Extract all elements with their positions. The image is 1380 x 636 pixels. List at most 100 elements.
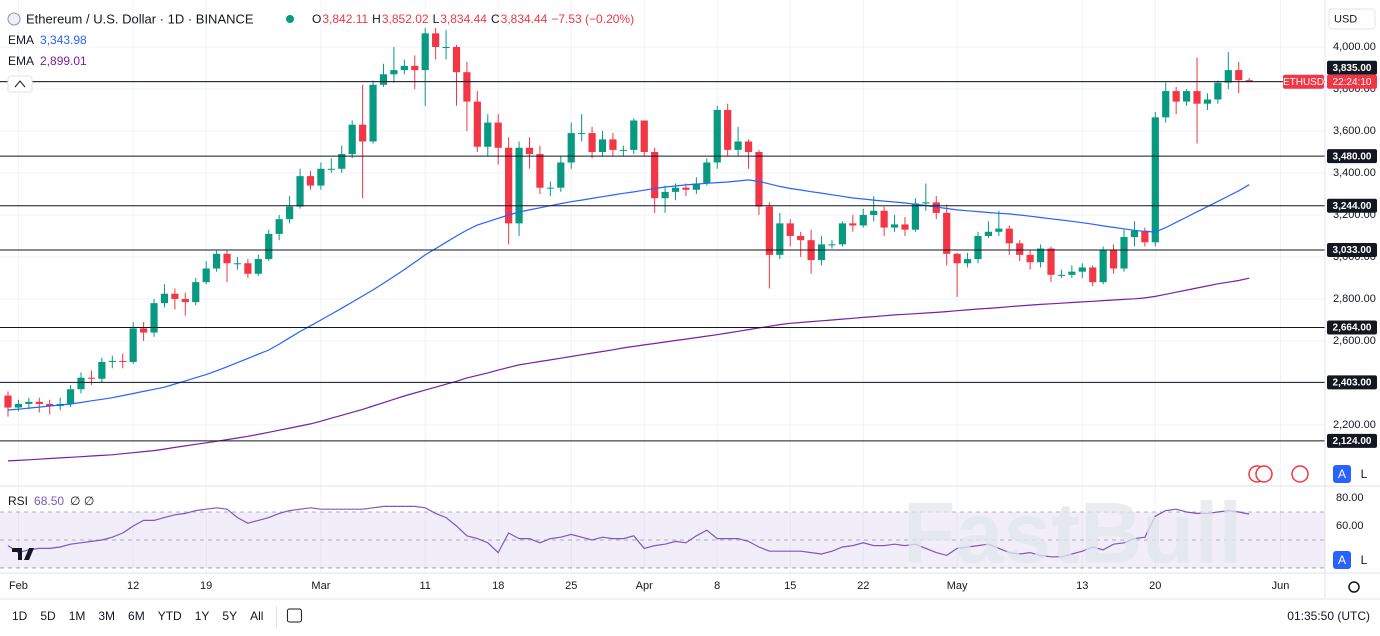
level-label-box: [1327, 243, 1377, 258]
ohlc-value: 3,834.44: [501, 12, 548, 26]
range-button[interactable]: 1D: [12, 609, 28, 623]
candle-body: [1016, 243, 1024, 255]
candle-body: [411, 65, 419, 71]
symbol-title: Ethereum / U.S. Dollar · 1D · BINANCE: [26, 11, 254, 26]
settings-icon[interactable]: [1348, 581, 1360, 593]
candle-body: [119, 360, 127, 362]
range-button[interactable]: 3M: [98, 609, 115, 623]
candle-body: [317, 168, 325, 186]
range-button[interactable]: 1M: [69, 609, 86, 623]
candle-body: [817, 244, 826, 261]
candle-body: [1245, 80, 1253, 82]
date-range-icon[interactable]: [286, 608, 302, 623]
candle-body: [1151, 117, 1159, 243]
candle-body: [713, 109, 721, 163]
x-tick-label: 22: [857, 580, 869, 592]
range-button[interactable]: 6M: [128, 609, 145, 623]
ohlc-value: 3,852.02: [382, 12, 429, 26]
symbol-tag: ETHUSD: [1283, 77, 1324, 88]
ohlc-key: H: [372, 12, 381, 26]
candle-body: [484, 122, 492, 147]
candle-body: [139, 328, 148, 333]
candle-body: [661, 191, 669, 199]
candle-body: [1120, 237, 1128, 269]
candle-body: [859, 214, 867, 226]
candle-body: [598, 139, 607, 152]
ohlc-value: 3,834.44: [440, 12, 487, 26]
candle-body: [233, 263, 242, 265]
market-status: [286, 15, 294, 23]
candle-body: [327, 168, 335, 170]
x-tick-label: 8: [714, 580, 720, 592]
currency-box[interactable]: [1328, 8, 1376, 30]
candle-body: [25, 401, 33, 404]
scale-button-box[interactable]: [1333, 551, 1351, 569]
x-tick-label: Jun: [1272, 580, 1290, 592]
candle-body: [651, 151, 659, 199]
candle-body: [1203, 99, 1212, 104]
candle-body: [421, 33, 429, 71]
candle-body: [1047, 248, 1055, 275]
candle-body: [432, 33, 440, 47]
candle-body: [744, 141, 753, 152]
candle-body: [35, 401, 43, 404]
currency: USD: [1334, 13, 1357, 25]
y-tick-label: 2,200.00: [1333, 419, 1376, 431]
range-button[interactable]: All: [250, 609, 263, 623]
candle-body: [1057, 274, 1066, 276]
candle-body: [150, 303, 158, 333]
candle-body: [254, 259, 262, 274]
rsi-tick-label: 80.00: [1336, 492, 1364, 504]
scale-button[interactable]: L: [1361, 553, 1368, 567]
watermark: FastBull: [903, 486, 1242, 582]
candle-body: [828, 244, 836, 246]
candle-body: [724, 109, 732, 150]
symbol-tag-box: [1283, 74, 1324, 89]
x-tick-label: 11: [419, 580, 430, 592]
candle-body: [932, 202, 940, 213]
level-label: 3,835.00: [1333, 63, 1372, 74]
scale-button-box[interactable]: [1333, 465, 1351, 483]
candle-body: [1078, 267, 1086, 272]
candle-body: [671, 187, 680, 192]
y-tick-label: 4,000.00: [1333, 41, 1376, 53]
candle-body: [890, 224, 899, 228]
candle-body: [171, 293, 179, 299]
candle-body: [265, 233, 273, 260]
range-button[interactable]: 5Y: [222, 609, 237, 623]
candle-body: [797, 235, 805, 241]
candle-body: [870, 210, 878, 215]
candle-body: [776, 223, 784, 255]
y-tick-label: 2,600.00: [1333, 335, 1376, 347]
scale-button[interactable]: L: [1361, 467, 1368, 481]
candle-body: [213, 253, 221, 269]
candle-body: [765, 206, 773, 255]
range-button[interactable]: 1Y: [195, 609, 210, 623]
clock: 01:35:50 (UTC): [1287, 609, 1370, 623]
candle-body: [609, 139, 617, 150]
event-flag: [1255, 465, 1273, 483]
range-button[interactable]: 5D: [40, 609, 56, 623]
candle-body: [755, 151, 763, 207]
ema-line: [7, 179, 1250, 411]
candle-body: [223, 253, 231, 264]
level-label: 2,664.00: [1333, 323, 1372, 334]
level-label: 2,403.00: [1333, 377, 1372, 388]
ohlc-key: O: [312, 12, 321, 26]
range-button[interactable]: YTD: [158, 609, 182, 623]
candle-body: [963, 259, 972, 264]
x-tick-label: Mar: [311, 580, 330, 592]
candle-body: [359, 124, 367, 142]
collapse-icon: [14, 80, 26, 88]
candle-body: [108, 360, 116, 362]
candle-body: [275, 219, 283, 234]
countdown-box: [1327, 74, 1377, 89]
indicator-value: 2,899.01: [40, 54, 87, 68]
scale-button[interactable]: A: [1338, 553, 1346, 567]
scale-button[interactable]: A: [1338, 467, 1346, 481]
collapse-button[interactable]: [7, 75, 33, 93]
ohlc-key: C: [491, 12, 500, 26]
candle-body: [880, 210, 888, 228]
